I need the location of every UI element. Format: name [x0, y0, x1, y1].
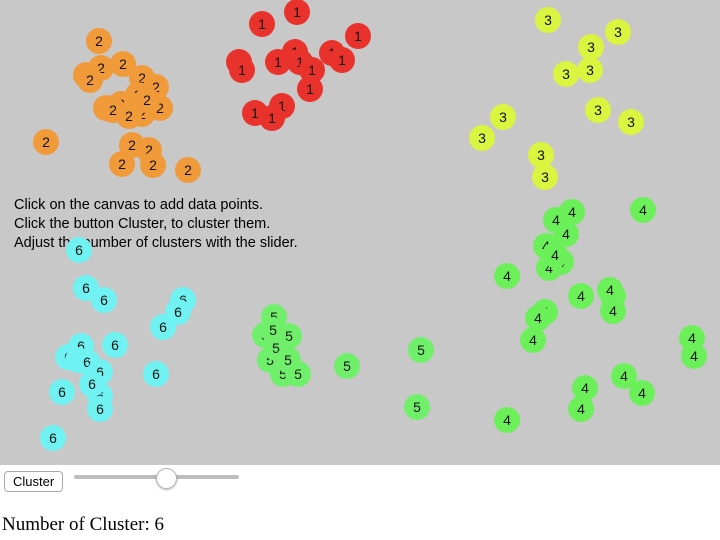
- data-point-cluster-3: 3: [469, 125, 495, 151]
- instruction-line-2: Click the button Cluster, to cluster the…: [14, 216, 271, 232]
- cluster-count-readout: Number of Cluster: 6: [2, 514, 164, 536]
- data-point-cluster-3: 3: [528, 142, 554, 168]
- data-point-cluster-1: 1: [259, 105, 285, 131]
- data-point-cluster-2: 2: [33, 129, 59, 155]
- data-point-cluster-1: 1: [229, 57, 255, 83]
- data-point-cluster-5: 5: [334, 353, 360, 379]
- data-point-cluster-6: 6: [40, 425, 66, 451]
- data-point-cluster-6: 6: [143, 361, 169, 387]
- data-point-cluster-3: 3: [490, 104, 516, 130]
- data-point-cluster-4: 4: [525, 305, 551, 331]
- data-point-cluster-4: 4: [568, 283, 594, 309]
- data-point-cluster-4: 4: [630, 197, 656, 223]
- data-point-cluster-6: 6: [87, 396, 113, 422]
- data-point-cluster-4: 4: [494, 263, 520, 289]
- data-point-cluster-6: 6: [49, 379, 75, 405]
- data-point-cluster-2: 2: [86, 28, 112, 54]
- data-point-cluster-4: 4: [542, 242, 568, 268]
- data-point-cluster-6: 6: [91, 287, 117, 313]
- data-point-cluster-3: 3: [535, 7, 561, 33]
- data-point-cluster-2: 2: [175, 157, 201, 183]
- data-point-cluster-4: 4: [597, 277, 623, 303]
- cluster-count-value: 6: [154, 514, 165, 535]
- data-point-cluster-6: 6: [66, 237, 92, 263]
- data-point-cluster-1: 1: [345, 23, 371, 49]
- data-point-cluster-4: 4: [629, 380, 655, 406]
- drawing-canvas[interactable]: Click on the canvas to add data points. …: [0, 0, 720, 465]
- data-point-cluster-3: 3: [585, 97, 611, 123]
- data-point-cluster-4: 4: [568, 396, 594, 422]
- data-point-cluster-3: 3: [618, 109, 644, 135]
- data-point-cluster-2: 2: [134, 87, 160, 113]
- data-point-cluster-2: 2: [140, 152, 166, 178]
- data-point-cluster-6: 6: [102, 332, 128, 358]
- data-point-cluster-5: 5: [404, 394, 430, 420]
- data-point-cluster-3: 3: [605, 19, 631, 45]
- data-point-cluster-4: 4: [494, 407, 520, 433]
- data-point-cluster-4: 4: [681, 343, 707, 369]
- instruction-line-3: Adjust the number of clusters with the s…: [14, 235, 298, 251]
- data-point-cluster-5: 5: [275, 347, 301, 373]
- instructions: Click on the canvas to add data points. …: [14, 196, 298, 253]
- data-point-cluster-2: 2: [100, 97, 126, 123]
- data-point-cluster-1: 1: [249, 11, 275, 37]
- cluster-count-slider[interactable]: [74, 468, 239, 489]
- data-point-cluster-5: 5: [260, 317, 286, 343]
- data-point-cluster-4: 4: [543, 207, 569, 233]
- cluster-count-label: Number of Cluster:: [2, 514, 150, 535]
- data-point-cluster-6: 6: [150, 314, 176, 340]
- instruction-line-1: Click on the canvas to add data points.: [14, 197, 264, 213]
- slider-thumb[interactable]: [155, 468, 177, 489]
- controls-bar: Cluster: [0, 466, 720, 506]
- data-point-cluster-5: 5: [408, 337, 434, 363]
- data-point-cluster-3: 3: [577, 57, 603, 83]
- data-point-cluster-3: 3: [578, 34, 604, 60]
- data-point-cluster-6: 6: [79, 371, 105, 397]
- data-point-cluster-1: 1: [329, 47, 355, 73]
- data-point-cluster-2: 2: [77, 67, 103, 93]
- cluster-button[interactable]: Cluster: [4, 471, 64, 492]
- data-point-cluster-1: 1: [299, 57, 325, 83]
- data-point-cluster-2: 2: [109, 151, 135, 177]
- data-point-cluster-3: 3: [553, 61, 579, 87]
- data-point-cluster-1: 1: [284, 0, 310, 25]
- data-point-cluster-4: 4: [520, 327, 546, 353]
- data-point-cluster-3: 3: [532, 164, 558, 190]
